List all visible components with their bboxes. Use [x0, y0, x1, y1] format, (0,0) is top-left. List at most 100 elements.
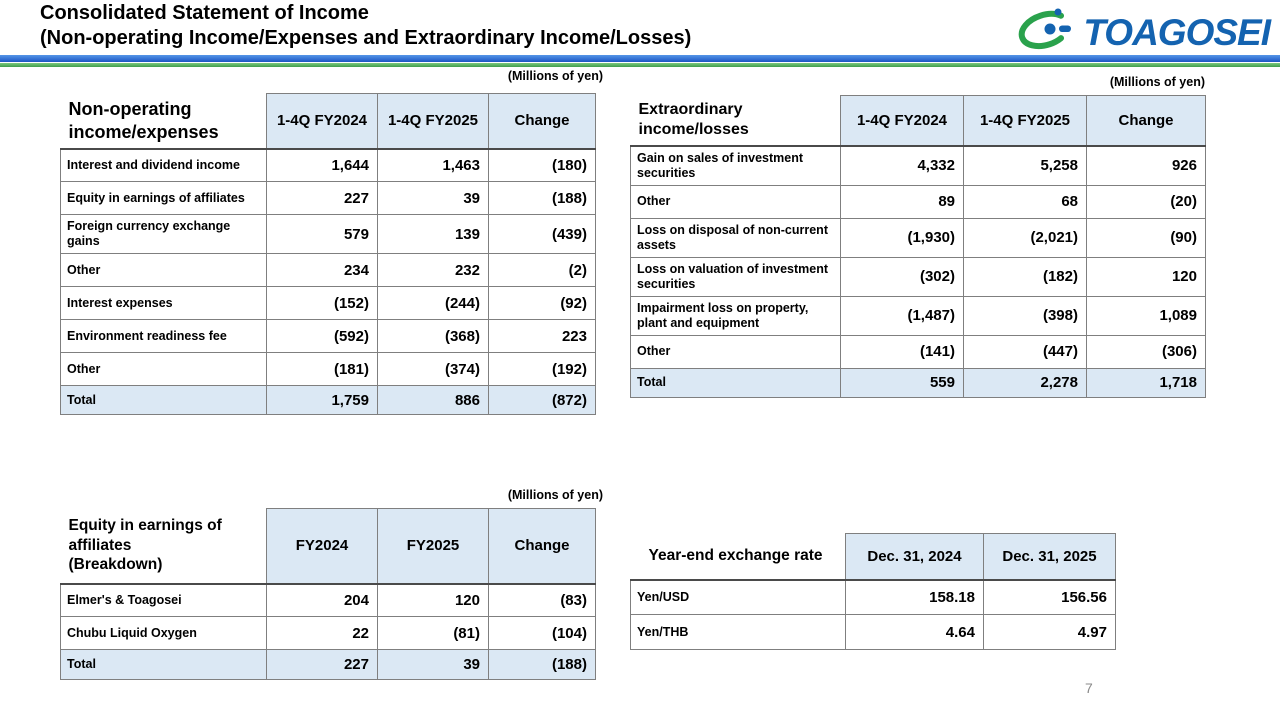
- value-cell: 1,463: [377, 147, 489, 182]
- value-cell: 39: [377, 649, 489, 680]
- toagosei-logo-text: TOAGOSEI: [1083, 11, 1271, 53]
- value-cell: 1,759: [266, 385, 378, 415]
- value-cell: 4.97: [983, 614, 1116, 650]
- value-cell: (374): [377, 352, 489, 386]
- value-cell: (20): [1086, 184, 1206, 219]
- value-cell: 1,089: [1086, 295, 1206, 336]
- value-cell: (152): [266, 286, 378, 320]
- value-cell: (81): [377, 616, 489, 650]
- value-cell: 579: [266, 214, 378, 254]
- value-cell: (592): [266, 319, 378, 353]
- value-cell: 120: [1086, 256, 1206, 297]
- column-header: FY2024: [266, 508, 378, 584]
- value-cell: 234: [266, 253, 378, 287]
- value-cell: (90): [1086, 217, 1206, 258]
- toagosei-logo-icon: [1017, 4, 1081, 61]
- row-label: Yen/USD: [630, 578, 846, 615]
- table-row: Loss on disposal of non-current assets (…: [630, 217, 1206, 258]
- value-cell: (398): [963, 295, 1087, 336]
- table-equity-earnings-breakdown: Equity in earnings of affiliates (Breakd…: [60, 508, 596, 680]
- table-row: Impairment loss on property, plant and e…: [630, 295, 1206, 336]
- table-row: Other (141) (447) (306): [630, 334, 1206, 369]
- unit-label-millions-3: (Millions of yen): [507, 488, 603, 502]
- row-label: Elmer's & Toagosei: [60, 582, 267, 617]
- value-cell: (83): [488, 582, 596, 617]
- column-header: Change: [1086, 95, 1206, 146]
- header-row: Equity in earnings of affiliates (Breakd…: [60, 508, 596, 584]
- value-cell: (181): [266, 352, 378, 386]
- table-title-equity-breakdown: Equity in earnings of affiliates (Breakd…: [60, 508, 267, 584]
- value-cell: 4.64: [845, 614, 984, 650]
- value-cell: (2): [488, 253, 596, 287]
- row-label: Total: [630, 367, 841, 398]
- value-cell: (180): [488, 147, 596, 182]
- table-row: Other 234 232 (2): [60, 253, 596, 287]
- row-label: Other: [60, 352, 267, 386]
- value-cell: (368): [377, 319, 489, 353]
- table-row: Other (181) (374) (192): [60, 352, 596, 386]
- value-cell: (92): [488, 286, 596, 320]
- column-header: 1-4Q FY2024: [266, 93, 378, 149]
- row-label: Equity in earnings of affiliates: [60, 181, 267, 215]
- value-cell: 1,718: [1086, 367, 1206, 398]
- value-cell: 4,332: [840, 144, 964, 186]
- table-extraordinary-income-losses: Extraordinary income/losses 1-4Q FY2024 …: [630, 95, 1206, 398]
- row-label: Other: [630, 184, 841, 219]
- value-cell: (182): [963, 256, 1087, 297]
- row-label: Foreign currency exchange gains: [60, 214, 267, 254]
- table-row: Interest expenses (152) (244) (92): [60, 286, 596, 320]
- value-cell: 22: [266, 616, 378, 650]
- row-label: Total: [60, 649, 267, 680]
- value-cell: (439): [488, 214, 596, 254]
- value-cell: 120: [377, 582, 489, 617]
- total-row: Total 559 2,278 1,718: [630, 367, 1206, 398]
- toagosei-logo: TOAGOSEI: [1017, 4, 1271, 61]
- table-exchange-rate: Year-end exchange rate Dec. 31, 2024 Dec…: [630, 533, 1116, 650]
- column-header: FY2025: [377, 508, 489, 584]
- value-cell: (141): [840, 334, 964, 369]
- column-header: 1-4Q FY2025: [377, 93, 489, 149]
- value-cell: 89: [840, 184, 964, 219]
- column-header: Dec. 31, 2024: [845, 533, 984, 580]
- unit-label-millions-1: (Millions of yen): [507, 69, 603, 83]
- page-title: Consolidated Statement of Income (Non-op…: [40, 1, 691, 51]
- row-label: Loss on disposal of non-current assets: [630, 217, 841, 258]
- table-row: Yen/USD 158.18 156.56: [630, 578, 1116, 615]
- value-cell: 227: [266, 649, 378, 680]
- value-cell: (447): [963, 334, 1087, 369]
- row-label: Other: [630, 334, 841, 369]
- value-cell: 2,278: [963, 367, 1087, 398]
- value-cell: 559: [840, 367, 964, 398]
- row-label: Chubu Liquid Oxygen: [60, 616, 267, 650]
- header-row: Extraordinary income/losses 1-4Q FY2024 …: [630, 95, 1206, 146]
- value-cell: (244): [377, 286, 489, 320]
- value-cell: 204: [266, 582, 378, 617]
- value-cell: (302): [840, 256, 964, 297]
- row-label: Loss on valuation of investment securiti…: [630, 256, 841, 297]
- table-nonoperating-income-expenses: Non-operating income/expenses 1-4Q FY202…: [60, 93, 596, 415]
- table-row: Foreign currency exchange gains 579 139 …: [60, 214, 596, 254]
- value-cell: 156.56: [983, 578, 1116, 615]
- page-title-line2: (Non-operating Income/Expenses and Extra…: [40, 27, 692, 49]
- page-number: 7: [1085, 680, 1093, 696]
- table-row: Chubu Liquid Oxygen 22 (81) (104): [60, 616, 596, 650]
- value-cell: 227: [266, 181, 378, 215]
- table-row: Interest and dividend income 1,644 1,463…: [60, 147, 596, 182]
- table-row: Environment readiness fee (592) (368) 22…: [60, 319, 596, 353]
- total-row: Total 227 39 (188): [60, 649, 596, 680]
- value-cell: (188): [488, 181, 596, 215]
- divider-green-bar: [0, 63, 1280, 67]
- row-label: Yen/THB: [630, 614, 846, 650]
- column-header: Dec. 31, 2025: [983, 533, 1116, 580]
- page-title-line1: Consolidated Statement of Income: [40, 2, 369, 24]
- value-cell: 158.18: [845, 578, 984, 615]
- value-cell: (1,930): [840, 217, 964, 258]
- row-label: Total: [60, 385, 267, 415]
- value-cell: (306): [1086, 334, 1206, 369]
- value-cell: 232: [377, 253, 489, 287]
- value-cell: (192): [488, 352, 596, 386]
- value-cell: (872): [488, 385, 596, 415]
- table-title-nonoperating: Non-operating income/expenses: [60, 93, 267, 149]
- column-header: 1-4Q FY2024: [840, 95, 964, 146]
